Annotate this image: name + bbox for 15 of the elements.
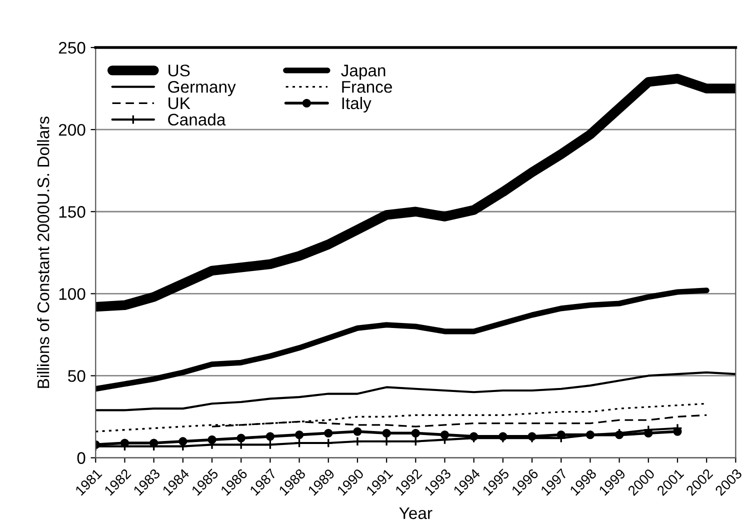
legend-label: US — [168, 64, 190, 76]
legend-label: Japan — [341, 64, 386, 80]
legend-label: Italy — [342, 96, 372, 112]
y-tick-label: 50 — [68, 370, 86, 382]
y-tick-label: 0 — [77, 452, 86, 464]
y-tick-label: 200 — [58, 124, 86, 136]
y-axis-title: Billions of Constant 2000U.S. Dollars — [37, 116, 50, 388]
y-tick-label: 150 — [59, 206, 86, 218]
y-tick-label: 250 — [58, 42, 86, 54]
legend-label: Germany — [168, 80, 236, 96]
y-tick-label: 100 — [59, 288, 86, 300]
legend-label: UK — [168, 98, 190, 110]
legend-label: France — [342, 81, 392, 93]
x-axis-title: Year — [399, 507, 432, 520]
legend-label: Canada — [168, 113, 226, 126]
